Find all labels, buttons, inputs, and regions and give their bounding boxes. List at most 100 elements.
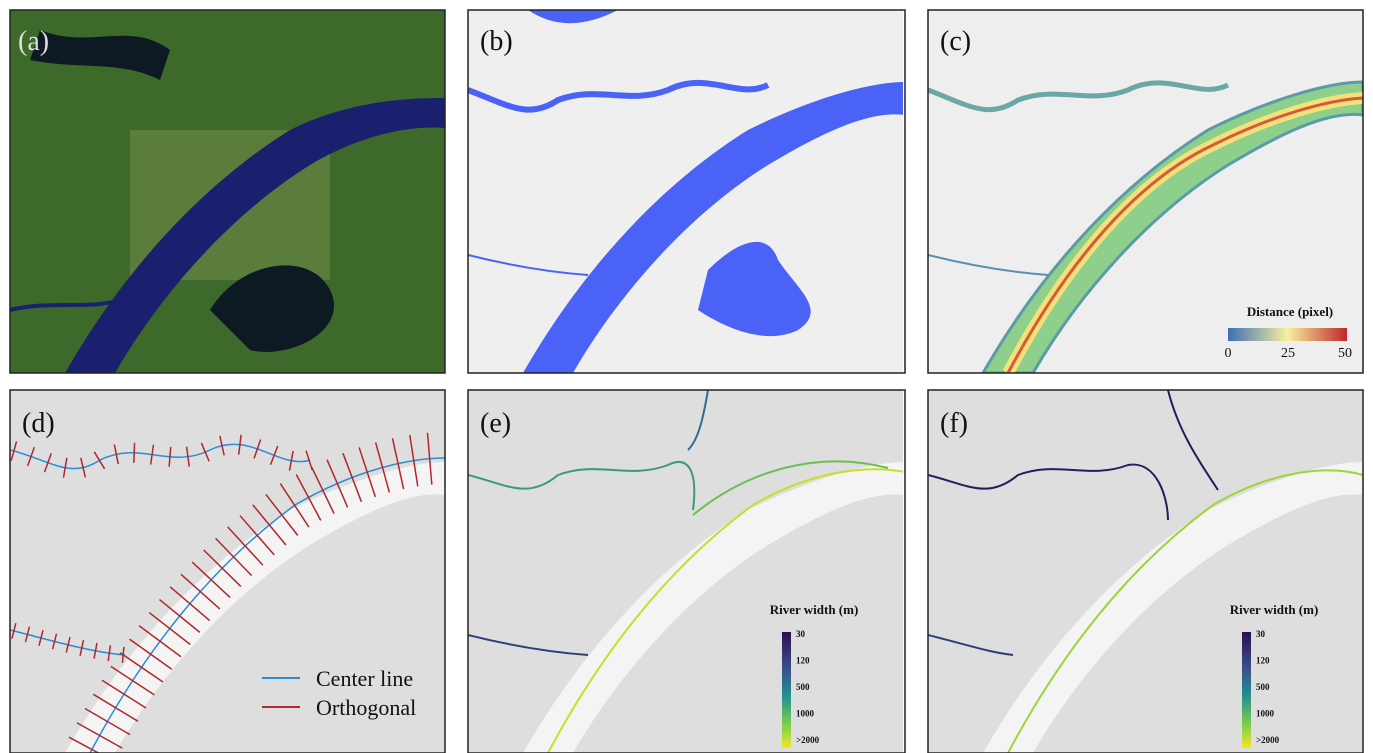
width-line: [692, 460, 889, 516]
orthogonal: [24, 626, 31, 643]
orthogonal: [391, 438, 405, 490]
orthogonal: [148, 611, 191, 646]
colorbar: [1228, 328, 1347, 341]
orthogonal: [62, 457, 68, 478]
frame: [927, 389, 1364, 753]
lake: [528, 10, 618, 24]
panel-a: (a): [9, 9, 446, 374]
orthogonal: [138, 625, 182, 658]
orthogonal: [121, 646, 125, 663]
orthogonal: [180, 573, 221, 610]
orthogonal: [133, 442, 136, 463]
orthogonal: [239, 515, 275, 556]
orthogonal: [10, 441, 18, 461]
frame: [467, 9, 906, 374]
orthogonal: [129, 638, 173, 670]
colorbar-tick: 25: [1281, 346, 1295, 361]
orthogonal: [169, 586, 211, 622]
colorbar-tick: 0: [1225, 346, 1232, 361]
colorbar-tick: >2000: [796, 735, 820, 745]
panel-f: (f) River width (m) 30 120 500 1000 >2000: [927, 389, 1364, 753]
width-legend: River width (m) 30 120 500 1000 >2000: [1230, 602, 1319, 748]
orthogonal: [76, 722, 123, 749]
width-line: [468, 461, 696, 511]
orthogonal: [84, 707, 131, 736]
orthogonal: [305, 450, 313, 471]
tributary: [10, 298, 121, 312]
river-mask: [983, 462, 1363, 753]
orthogonal: [68, 736, 101, 753]
colorbar-tick: 30: [1256, 629, 1266, 639]
distance-field: [981, 80, 1363, 373]
width-line: [1007, 469, 1363, 753]
panel-label: (b): [480, 26, 513, 57]
orthogonal: [101, 679, 147, 709]
lake: [210, 265, 334, 352]
legend-title: River width (m): [770, 602, 859, 617]
orthogonal: [149, 444, 155, 465]
colorbar-tick: 120: [796, 656, 810, 666]
panel-label: (c): [940, 26, 971, 57]
lake: [698, 241, 811, 337]
panel-d: (d) Center line Orthogonal: [9, 389, 446, 753]
orthogonal: [288, 450, 294, 471]
orthogonal: [326, 459, 349, 508]
orthogonal: [426, 432, 433, 485]
river: [65, 98, 445, 373]
orthogonal: [310, 466, 335, 514]
width-line: [928, 634, 1014, 656]
orthogonal: [279, 483, 310, 528]
orthogonal: [113, 444, 120, 465]
frame: [927, 9, 1364, 374]
legend-text: Orthogonal: [316, 695, 416, 720]
orthogonal: [295, 474, 322, 521]
orthogonal: [93, 451, 106, 470]
orthogonal: [168, 446, 172, 467]
colorbar-tick: 50: [1338, 346, 1352, 361]
tributary: [928, 254, 1049, 276]
orthogonal: [92, 693, 139, 722]
water-body: [523, 82, 903, 373]
distance-max: [1006, 96, 1363, 373]
panel-label: (f): [940, 408, 968, 439]
panel-label: (a): [18, 26, 49, 57]
orthogonal: [200, 442, 210, 462]
panel-e: (e) River width (m) 30 120 500 1000 >2000: [467, 389, 906, 753]
width-line: [547, 468, 903, 753]
center-line: [10, 443, 311, 470]
legend-title: River width (m): [1230, 602, 1319, 617]
panel-label: (d): [22, 408, 55, 439]
orthogonal: [265, 493, 299, 536]
orthogonal: [203, 549, 242, 587]
orthogonal: [43, 453, 52, 473]
colorbar-tick: 500: [796, 682, 810, 692]
orthogonal: [119, 652, 164, 683]
orthogonal: [79, 639, 85, 656]
colorbar: [1242, 632, 1251, 748]
legend-text: Center line: [316, 666, 413, 691]
colorbar-tick: 500: [1256, 682, 1270, 692]
colorbar-tick: >2000: [1256, 735, 1280, 745]
orthogonal: [227, 526, 264, 566]
colorbar-tick: 1000: [1256, 709, 1275, 719]
tributary: [928, 80, 1230, 113]
width-line: [468, 634, 589, 656]
colorbar: [782, 632, 791, 748]
colorbar-tick: 120: [1256, 656, 1270, 666]
orthogonal: [185, 446, 190, 467]
width-legend: River width (m) 30 120 500 1000 >2000: [770, 602, 859, 748]
orthogonal: [110, 665, 155, 696]
width-line: [687, 390, 709, 451]
orthogonal: [409, 434, 419, 487]
frame: [9, 389, 446, 753]
river-mask: [523, 462, 903, 753]
orthogonal: [374, 442, 391, 493]
frame: [9, 9, 446, 374]
tributary: [468, 79, 770, 113]
orthogonal: [38, 630, 44, 646]
center-line: [89, 457, 445, 753]
orthogonal: [219, 435, 225, 456]
orthogonal: [80, 457, 87, 478]
center-line: [10, 629, 126, 656]
